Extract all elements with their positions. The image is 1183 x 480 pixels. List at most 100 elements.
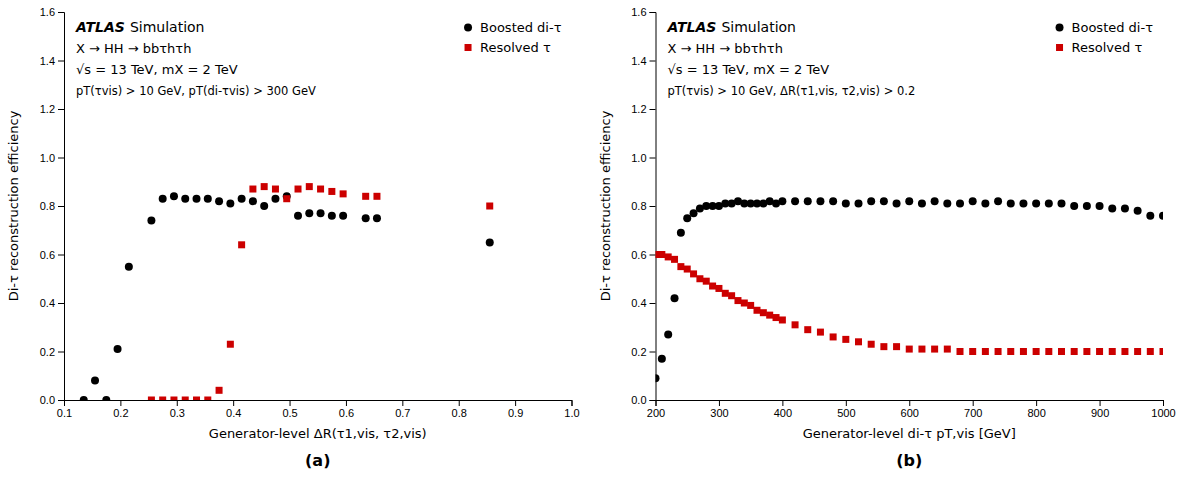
point xyxy=(677,263,684,270)
tick: 0.4 xyxy=(40,297,64,309)
tick-label: 0.9 xyxy=(508,407,523,419)
point xyxy=(893,200,901,208)
point xyxy=(766,312,773,319)
tick: 1.4 xyxy=(40,55,64,67)
tick: 400 xyxy=(774,400,792,419)
tick-label: 1.2 xyxy=(40,103,55,115)
axis-line xyxy=(650,13,657,401)
tick: 1.2 xyxy=(40,103,64,115)
point xyxy=(204,397,211,401)
tick-label: 600 xyxy=(901,407,919,419)
point xyxy=(880,343,887,350)
point xyxy=(791,197,799,205)
tick-label: 400 xyxy=(774,407,792,419)
tick: 600 xyxy=(901,400,919,419)
point xyxy=(1058,348,1065,355)
annotations: ATLASSimulationX → HH → bbτhτh√s = 13 Te… xyxy=(75,19,316,98)
point xyxy=(1109,348,1116,355)
point xyxy=(362,214,370,222)
point xyxy=(779,316,786,323)
point xyxy=(804,197,812,205)
point xyxy=(957,348,964,355)
legend-marker xyxy=(465,44,472,51)
tick-mark xyxy=(58,303,64,304)
tick-mark xyxy=(346,400,347,406)
tick-label: 1.0 xyxy=(40,152,55,164)
tick: 1.0 xyxy=(631,152,655,164)
panel: 20030040050060070080090010000.00.20.40.6… xyxy=(598,6,1176,470)
point xyxy=(216,387,223,394)
point xyxy=(1096,348,1103,355)
tick: 0.5 xyxy=(282,400,297,419)
point xyxy=(305,209,313,217)
legend-label: Resolved τ xyxy=(1072,40,1143,55)
y-axis: 0.00.20.40.60.81.01.21.41.6 xyxy=(40,6,65,406)
point xyxy=(170,397,177,401)
point xyxy=(1058,200,1066,208)
annotation: Simulation xyxy=(130,19,205,35)
points xyxy=(656,197,1164,382)
point xyxy=(778,197,786,205)
point xyxy=(1020,348,1027,355)
annotation: X → HH → bbτhτh xyxy=(76,41,191,56)
point xyxy=(170,192,178,200)
tick-label: 800 xyxy=(1027,407,1045,419)
legend: Boosted di-τResolved τ xyxy=(1056,20,1154,55)
tick: 1.6 xyxy=(631,6,655,18)
tick-mark xyxy=(58,12,64,13)
tick-mark xyxy=(515,400,516,406)
tick-mark xyxy=(650,352,656,353)
point xyxy=(880,197,888,205)
legend-marker xyxy=(1056,44,1063,51)
point xyxy=(1083,348,1090,355)
tick-mark xyxy=(973,400,974,406)
point xyxy=(709,283,716,290)
tick: 0.6 xyxy=(631,249,655,261)
tick-label: 1.0 xyxy=(631,152,646,164)
point xyxy=(125,263,133,271)
annotations: ATLASSimulationX → HH → bbτhτh√s = 13 Te… xyxy=(667,19,916,98)
tick-mark xyxy=(58,255,64,256)
panel-label: (b) xyxy=(896,451,922,470)
tick-mark xyxy=(58,400,64,401)
point xyxy=(249,197,257,205)
tick-mark xyxy=(177,400,178,406)
point xyxy=(656,374,660,382)
axis-line xyxy=(58,13,65,401)
point xyxy=(340,190,347,197)
tick-label: 0.6 xyxy=(339,407,354,419)
point xyxy=(690,270,697,277)
tick: 500 xyxy=(837,400,855,419)
point xyxy=(1108,204,1116,212)
point xyxy=(734,297,741,304)
point xyxy=(671,256,678,263)
chart-svg: 0.10.20.30.40.50.60.70.80.91.00.00.20.40… xyxy=(0,0,1183,480)
tick-label: 0.0 xyxy=(40,394,55,406)
point xyxy=(159,195,167,203)
point xyxy=(227,341,234,348)
tick: 0.6 xyxy=(40,249,64,261)
tick-label: 0.6 xyxy=(40,249,55,261)
point xyxy=(1159,212,1163,220)
point xyxy=(238,195,246,203)
point xyxy=(1007,200,1015,208)
tick: 0.9 xyxy=(508,400,523,419)
point xyxy=(918,346,925,353)
point xyxy=(1146,212,1154,220)
tick: 0.6 xyxy=(339,400,354,419)
annotation: ATLAS xyxy=(75,19,125,35)
point xyxy=(215,197,223,205)
series xyxy=(656,197,1164,382)
legend-marker xyxy=(464,24,472,32)
tick-label: 200 xyxy=(647,407,665,419)
point xyxy=(271,195,279,203)
tick-mark xyxy=(782,400,783,406)
point xyxy=(944,346,951,353)
tick-mark xyxy=(909,400,910,406)
tick-mark xyxy=(120,400,121,406)
point xyxy=(159,397,166,401)
point xyxy=(373,214,381,222)
point xyxy=(773,314,780,321)
point xyxy=(830,333,837,340)
legend-label: Boosted di-τ xyxy=(480,20,562,35)
